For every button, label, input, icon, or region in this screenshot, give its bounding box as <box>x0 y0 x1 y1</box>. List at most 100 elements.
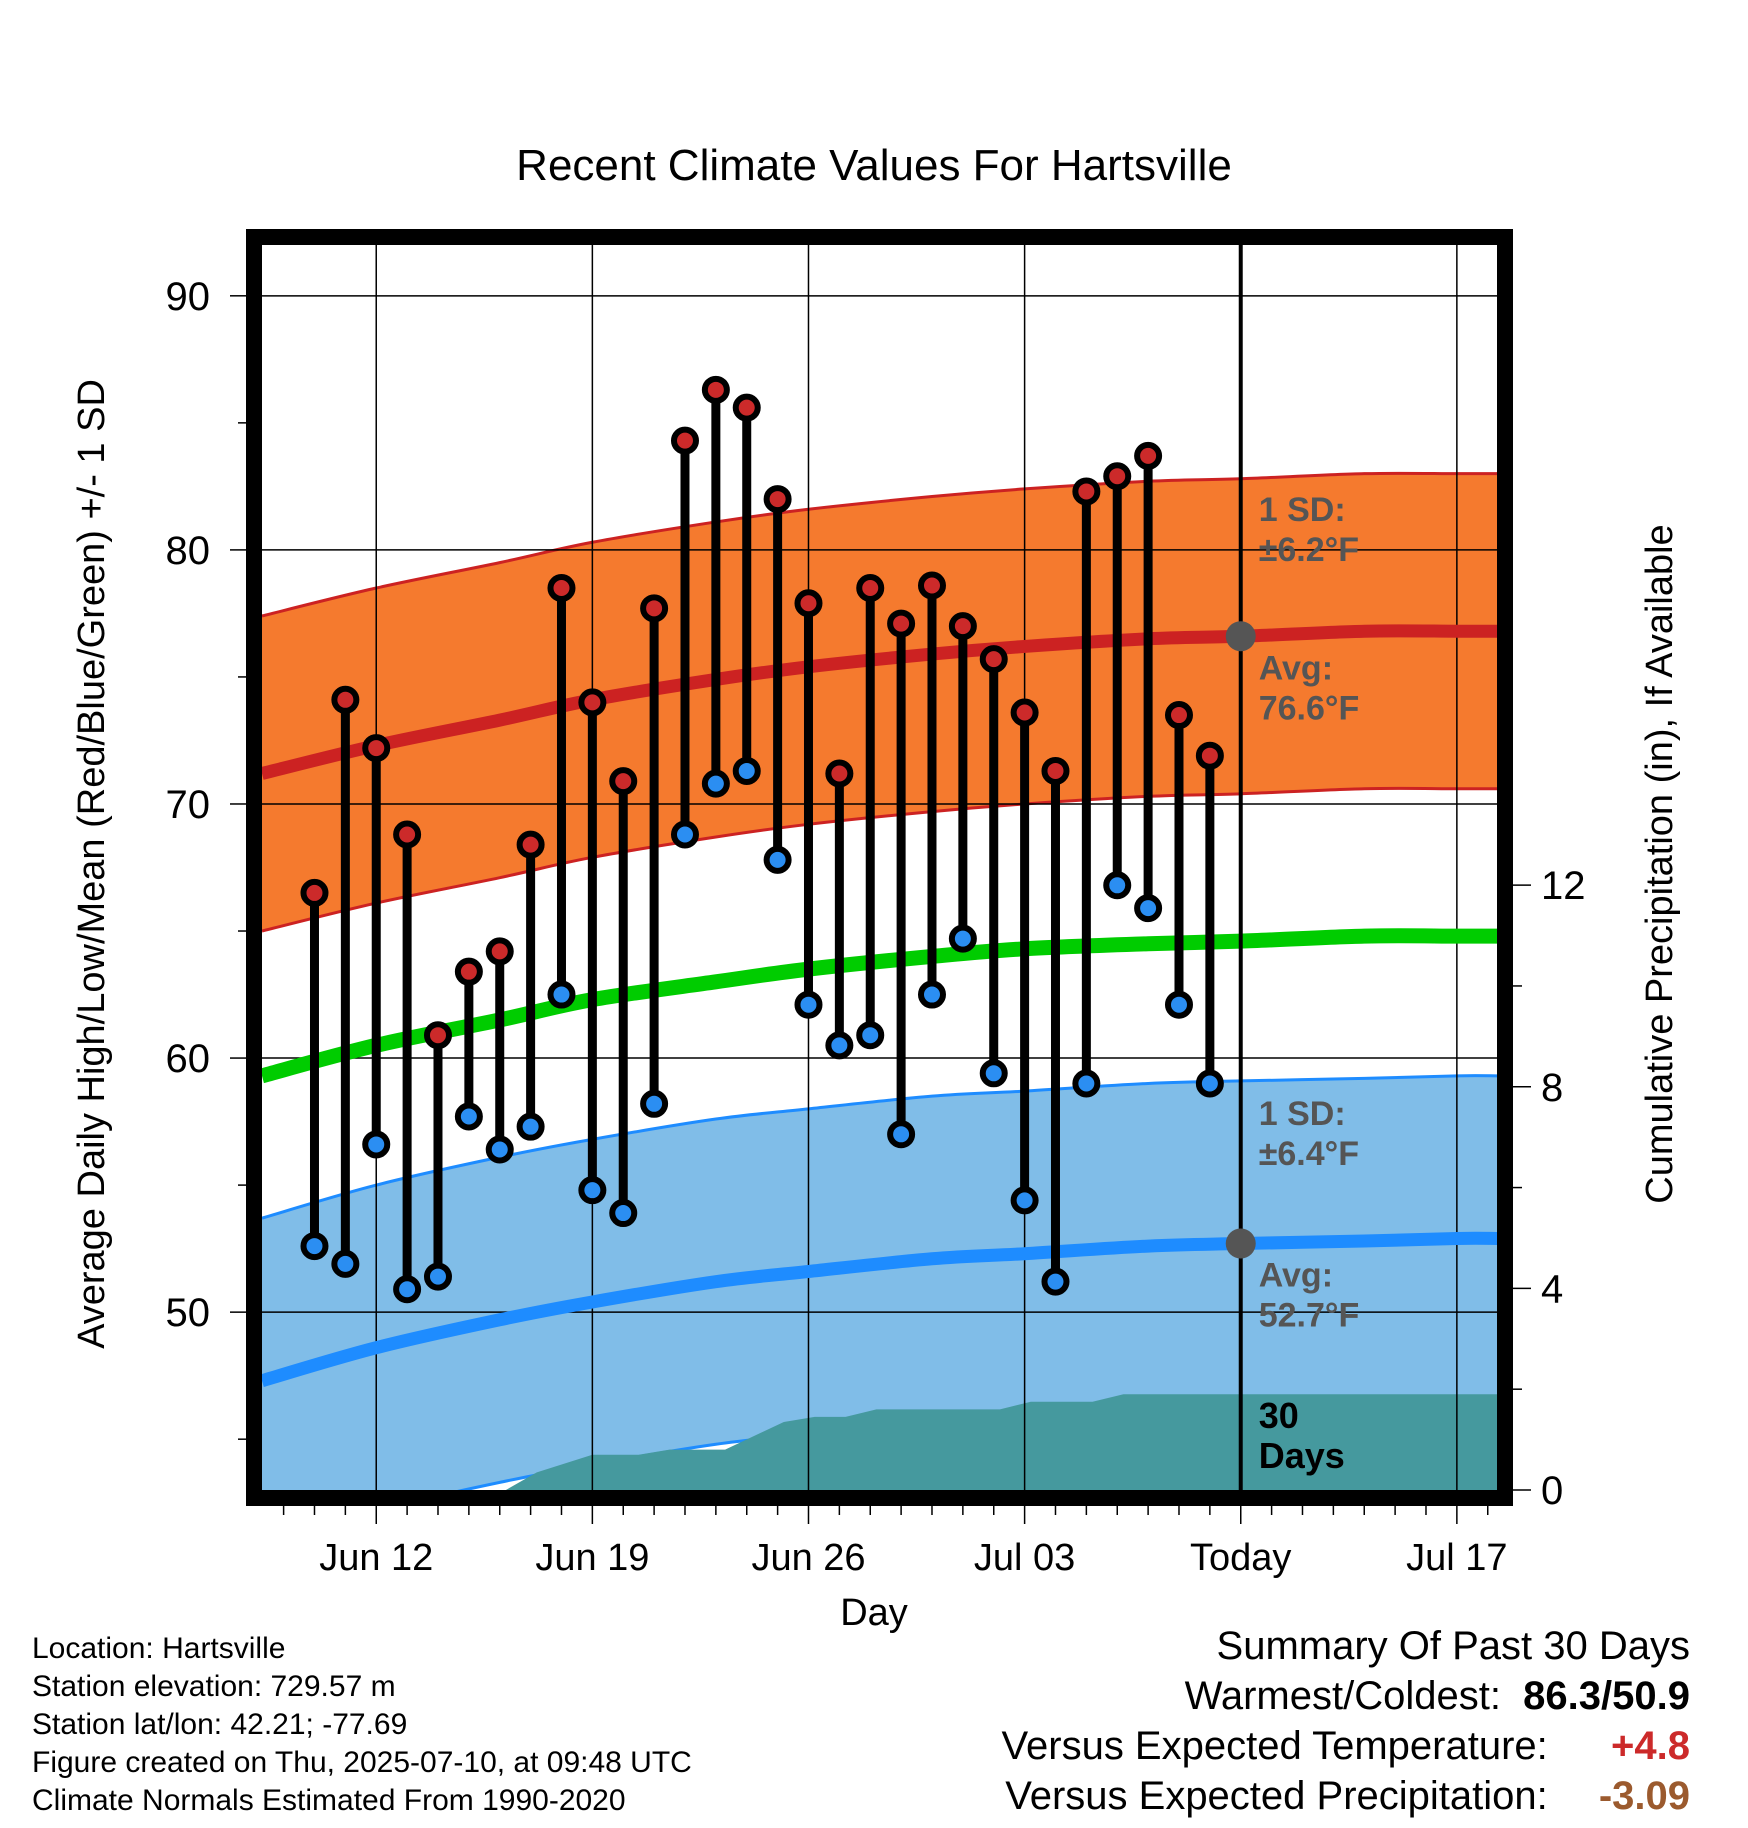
annotation-low-avg-label: Avg: <box>1259 1257 1333 1295</box>
daily-high-point <box>732 393 761 422</box>
daily-high-point <box>1134 441 1163 470</box>
chart-title: Recent Climate Values For Hartsville <box>516 141 1232 190</box>
summary-temp: Versus Expected Temperature: +4.8 <box>1002 1724 1690 1769</box>
daily-high-point <box>454 957 483 986</box>
summary-warm-cold: Warmest/Coldest: 86.3/50.9 <box>1185 1674 1690 1719</box>
daily-high-point <box>794 589 823 618</box>
daily-high-point <box>1103 462 1132 491</box>
daily-high-point <box>1072 477 1101 506</box>
daily-high-point <box>917 571 946 600</box>
x-tick-label: Jul 03 <box>974 1537 1075 1579</box>
summary-temp-value: +4.8 <box>1611 1724 1690 1768</box>
y-tick-label: 50 <box>166 1291 211 1335</box>
daily-low-point <box>917 980 946 1009</box>
daily-low-point <box>362 1130 391 1159</box>
annotation-high-avg-value: 76.6°F <box>1259 689 1360 727</box>
daily-low-point <box>640 1089 669 1118</box>
y-tick-label: 60 <box>166 1037 211 1081</box>
x-tick-label: Jun 12 <box>319 1537 433 1579</box>
precip-area <box>262 1394 1497 1490</box>
daily-low-point <box>825 1031 854 1060</box>
summary-precip: Versus Expected Precipitation: -3.09 <box>1005 1774 1690 1819</box>
daily-high-point <box>670 426 699 455</box>
daily-low-point <box>732 756 761 785</box>
x-tick-label: Jul 17 <box>1406 1537 1507 1579</box>
daily-high-point <box>856 574 885 603</box>
annotation-days-count: 30 <box>1259 1395 1299 1436</box>
annotation-high-sd-label: 1 SD: <box>1259 491 1346 529</box>
low-sd-band <box>262 1075 1497 1490</box>
daily-low-point <box>454 1102 483 1131</box>
daily-low-point <box>948 924 977 953</box>
daily-low-point <box>578 1176 607 1205</box>
daily-high-point <box>362 734 391 763</box>
daily-high-point <box>609 767 638 796</box>
summary-heading: Summary Of Past 30 Days <box>1216 1624 1690 1668</box>
axes: 50 60 70 80 90 0 4 8 12 Jun 12 Jun 19 Jun 26 Jul 03 T… <box>166 229 1586 1579</box>
y-tick-label: 70 <box>166 783 211 827</box>
daily-high-point <box>331 685 360 714</box>
daily-low-point <box>609 1199 638 1228</box>
normal-mean-line <box>262 928 1497 1084</box>
daily-low-point <box>516 1112 545 1141</box>
x-tick-label: Today <box>1190 1537 1291 1579</box>
daily-low-point <box>393 1275 422 1304</box>
daily-low-point <box>794 990 823 1019</box>
annotation-low-avg-value: 52.7°F <box>1259 1297 1360 1335</box>
daily-high-point <box>516 830 545 859</box>
daily-low-point <box>1164 990 1193 1019</box>
daily-low-point <box>763 845 792 874</box>
daily-low-point <box>547 980 576 1009</box>
daily-low-point <box>300 1232 329 1261</box>
daily-high-point <box>640 594 669 623</box>
daily-high-point <box>485 937 514 966</box>
daily-low-point <box>423 1262 452 1291</box>
info-location: Location: Hartsville <box>32 1632 286 1665</box>
normal-high-line <box>262 624 1497 780</box>
high-band-upper-edge <box>262 471 1497 618</box>
summary-warm-cold-label: Warmest/Coldest: <box>1184 1674 1501 1718</box>
x-tick-label: Jun 26 <box>751 1537 865 1579</box>
daily-low-point <box>1072 1069 1101 1098</box>
summary-precip-label: Versus Expected Precipitation: <box>1005 1774 1548 1818</box>
info-elevation: Station elevation: 729.57 m <box>32 1670 396 1703</box>
y-right-tick-label: 12 <box>1541 864 1586 908</box>
daily-high-point <box>979 645 1008 674</box>
summary-precip-value: -3.09 <box>1598 1774 1690 1818</box>
y-right-tick-label: 4 <box>1541 1267 1563 1311</box>
x-tick-label: Jun 19 <box>535 1537 649 1579</box>
today-low-avg-marker <box>1225 1228 1256 1259</box>
y-tick-label: 90 <box>166 275 211 319</box>
y-axis-right-label: Cumulative Precipitation (in), If Availa… <box>1639 524 1681 1203</box>
annotation-high-avg-label: Avg: <box>1259 649 1333 687</box>
summary-temp-label: Versus Expected Temperature: <box>1001 1724 1548 1768</box>
y-right-tick-label: 0 <box>1541 1469 1563 1513</box>
plot-frame <box>246 229 1513 1506</box>
annotation-low-sd-value: ±6.4°F <box>1259 1135 1359 1173</box>
daily-high-point <box>887 609 916 638</box>
x-axis-label: Day <box>840 1592 908 1634</box>
daily-low-point <box>887 1120 916 1149</box>
summary-warm-cold-value: 86.3/50.9 <box>1523 1674 1690 1718</box>
daily-high-point <box>578 688 607 717</box>
daily-high-point <box>300 878 329 907</box>
daily-high-point <box>393 820 422 849</box>
daily-low-point <box>1134 894 1163 923</box>
daily-low-point <box>485 1135 514 1164</box>
annotation-high-sd-value: ±6.2°F <box>1259 531 1359 569</box>
daily-high-point <box>763 485 792 514</box>
daily-low-point <box>1103 871 1132 900</box>
daily-high-point <box>825 759 854 788</box>
daily-low-point <box>670 820 699 849</box>
daily-high-point <box>423 1021 452 1050</box>
daily-high-point <box>948 612 977 641</box>
info-normals: Climate Normals Estimated From 1990-2020 <box>32 1784 626 1817</box>
normal-low-line <box>262 1231 1497 1387</box>
station-info: Location: Hartsville Station elevation: … <box>32 1630 692 1820</box>
daily-low-point <box>701 769 730 798</box>
daily-high-point <box>1010 698 1039 727</box>
y-tick-label: 80 <box>166 529 211 573</box>
daily-high-point <box>701 375 730 404</box>
